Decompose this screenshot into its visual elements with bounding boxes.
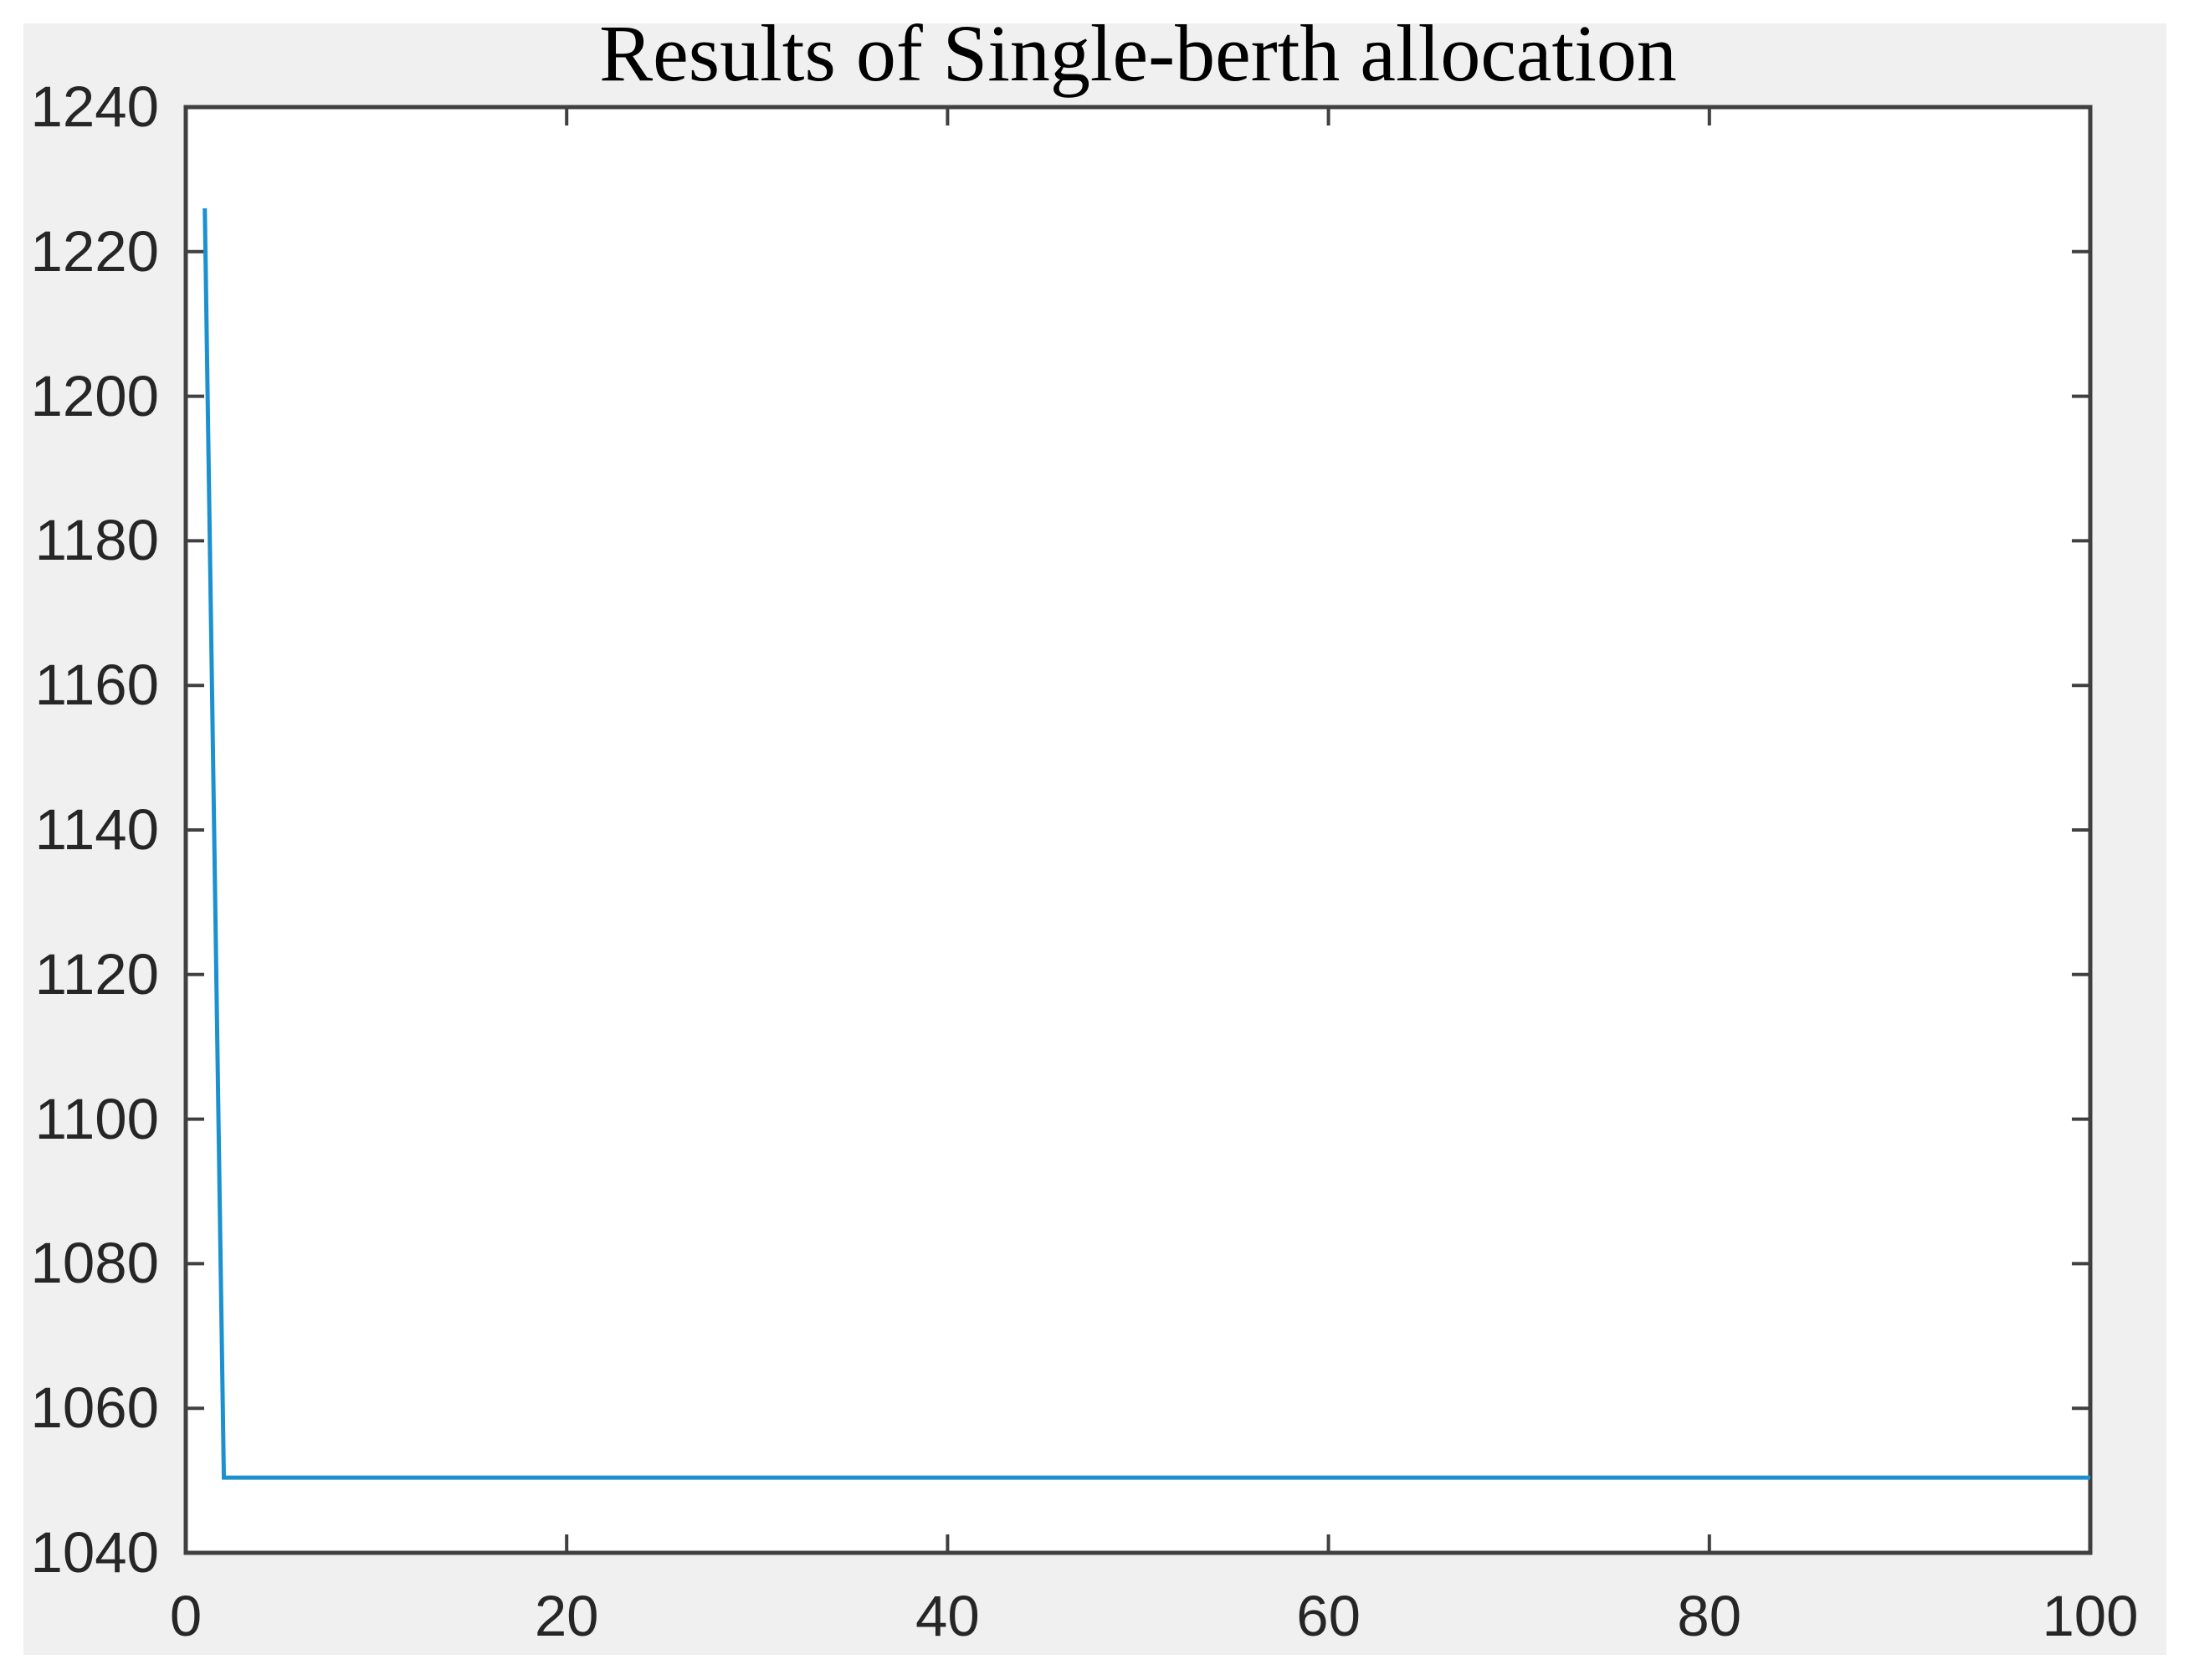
y-tick-label: 1200 — [30, 363, 160, 428]
plot-box — [183, 105, 2093, 1555]
y-tick-label: 1140 — [34, 797, 159, 862]
y-tick-label: 1040 — [30, 1520, 160, 1585]
x-tick-label: 0 — [169, 1584, 202, 1648]
chart-title: Results of Single-berth allocation — [599, 8, 1677, 98]
y-tick-label: 1240 — [30, 74, 160, 139]
y-tick-label: 1060 — [30, 1375, 160, 1441]
x-tick-label: 100 — [2042, 1584, 2139, 1648]
series-line-objective-value — [202, 207, 2090, 1480]
y-tick-label: 1100 — [34, 1086, 159, 1151]
x-tick-label: 60 — [1296, 1584, 1361, 1648]
y-tick-label: 1120 — [34, 941, 159, 1006]
y-tick-label: 1080 — [30, 1231, 160, 1296]
y-tick-label: 1180 — [34, 508, 159, 573]
x-tick-label: 40 — [915, 1584, 980, 1648]
y-tick-label: 1160 — [34, 653, 159, 718]
x-tick-label: 80 — [1677, 1584, 1742, 1648]
y-tick-label: 1220 — [30, 218, 160, 284]
x-tick-label: 20 — [534, 1584, 599, 1648]
